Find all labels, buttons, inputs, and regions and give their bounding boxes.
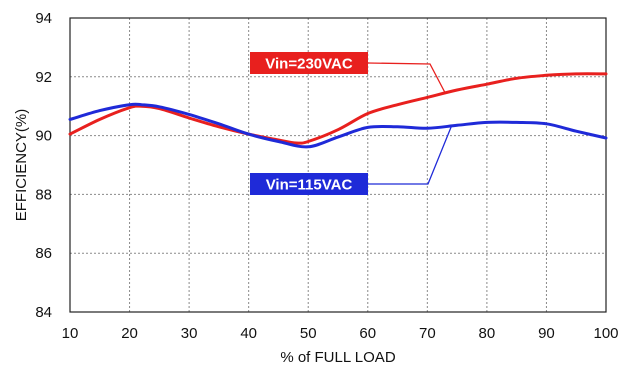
x-tick-label: 90 <box>538 325 555 342</box>
y-tick-label: 88 <box>35 186 52 203</box>
y-tick-label: 94 <box>35 10 52 27</box>
callout-leader-line <box>367 62 446 94</box>
series-layer <box>68 72 608 149</box>
y-tick-label: 84 <box>35 304 52 321</box>
callout-leader-line <box>368 126 452 185</box>
callout-vin-115vac: Vin=115VAC <box>250 126 452 195</box>
x-tick-label: 50 <box>300 325 317 342</box>
series-line-vin-115vac <box>68 102 608 149</box>
x-axis-title: % of FULL LOAD <box>280 349 395 366</box>
x-tick-label: 60 <box>359 325 376 342</box>
axes-layer: 10 20 30 40 50 60 70 80 90 100 84 86 88 90 92 94 <box>35 10 618 342</box>
y-tick-label: 90 <box>35 128 52 145</box>
callout-box <box>250 173 368 195</box>
x-tick-label: 100 <box>593 325 618 342</box>
callout-label: Vin=230VAC <box>265 56 353 73</box>
x-tick-label: 30 <box>181 325 198 342</box>
plot-frame <box>69 17 607 313</box>
annotation-layer: Vin=230VAC Vin=115VAC <box>250 52 452 195</box>
x-tick-label: 10 <box>62 325 79 342</box>
callout-label: Vin=115VAC <box>266 177 353 194</box>
y-tick-label: 92 <box>35 69 52 86</box>
x-tick-label: 70 <box>419 325 436 342</box>
y-tick-label: 86 <box>35 245 52 262</box>
y-axis-title: EFFICIENCY(%) <box>13 109 30 222</box>
x-tick-label: 80 <box>479 325 496 342</box>
x-tick-label: 40 <box>240 325 257 342</box>
callout-box <box>250 52 368 74</box>
x-tick-label: 20 <box>121 325 138 342</box>
callout-vin-230vac: Vin=230VAC <box>250 52 446 94</box>
